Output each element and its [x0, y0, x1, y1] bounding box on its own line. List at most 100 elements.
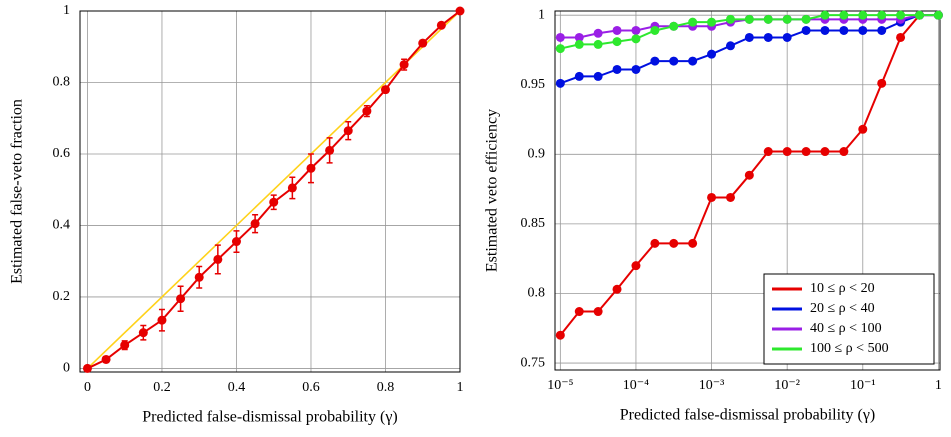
data-point — [555, 32, 565, 42]
data-point — [839, 25, 849, 35]
x-tick-label: 10⁻³ — [699, 378, 725, 393]
data-point — [914, 10, 924, 20]
x-tick-label: 1 — [457, 380, 464, 395]
data-point — [688, 238, 698, 248]
data-point — [555, 330, 565, 340]
data-point — [574, 39, 584, 49]
y-tick-label: 1 — [538, 7, 545, 22]
data-point — [858, 10, 868, 20]
data-point — [631, 64, 641, 74]
data-point — [763, 147, 773, 157]
x-tick-label: 0 — [84, 380, 91, 395]
data-point — [574, 71, 584, 81]
data-point — [631, 261, 641, 271]
data-point — [688, 56, 698, 66]
data-point — [194, 272, 204, 282]
data-point — [820, 10, 830, 20]
data-point — [612, 37, 622, 47]
y-tick-label: 0 — [63, 361, 70, 376]
data-point — [744, 32, 754, 42]
chart: 10⁻⁵ 10⁻⁴ 10⁻³ 10⁻² 10⁻¹ 1 0.75 0.8 0.85 0.9 0.95 1… — [484, 7, 943, 424]
data-point — [820, 147, 830, 157]
y-tick-label: 0.95 — [521, 77, 546, 92]
data-point — [101, 354, 111, 364]
data-point — [707, 49, 717, 59]
data-point — [213, 254, 223, 264]
x-tick-label: 0.6 — [302, 380, 320, 395]
data-point — [877, 78, 887, 88]
y-tick-label: 0.2 — [53, 289, 71, 304]
data-point — [325, 145, 335, 155]
data-point — [399, 60, 409, 70]
data-point — [725, 41, 735, 51]
plot-frame — [554, 10, 941, 371]
data-point — [801, 147, 811, 157]
data-point — [839, 10, 849, 20]
x-tick-label: 1 — [935, 378, 942, 393]
data-point — [669, 238, 679, 248]
x-tick-label: 0.4 — [228, 380, 246, 395]
data-point — [555, 44, 565, 54]
data-point — [455, 6, 465, 16]
data-point — [839, 147, 849, 157]
data-point — [763, 32, 773, 42]
data-point — [725, 192, 735, 202]
data-point — [744, 14, 754, 24]
y-tick-label: 1 — [63, 3, 70, 18]
x-tick-label: 10⁻² — [774, 378, 800, 393]
data-point — [231, 237, 241, 247]
y-tick-label: 0.75 — [521, 355, 546, 370]
data-point — [650, 25, 660, 35]
data-point — [877, 25, 887, 35]
y-tick-label: 0.8 — [53, 75, 71, 90]
data-point — [631, 34, 641, 44]
x-tick-label: 0.2 — [153, 380, 171, 395]
data-point — [669, 21, 679, 31]
x-tick-label: 0.8 — [377, 380, 395, 395]
data-point — [343, 126, 353, 136]
data-point — [418, 38, 428, 48]
data-point — [250, 219, 260, 229]
data-point — [593, 28, 603, 38]
reference-line — [86, 10, 461, 370]
legend-label: 40 ≤ ρ < 100 — [810, 321, 882, 336]
y-tick-label: 0.6 — [53, 146, 71, 161]
legend-label: 100 ≤ ρ < 500 — [810, 341, 889, 356]
data-point — [612, 64, 622, 74]
x-axis-label: Predicted false-dismissal probability (γ… — [620, 407, 875, 424]
data-point — [669, 56, 679, 66]
data-point — [612, 284, 622, 294]
data-point — [877, 10, 887, 20]
data-point — [933, 10, 943, 20]
data-point — [593, 71, 603, 81]
x-axis-label: Predicted false-dismissal probability (γ… — [142, 409, 397, 426]
chart: 0 0.2 0.4 0.6 0.8 1 0 0.2 0.4 0.6 0.8 1 Predicted fa… — [9, 3, 465, 426]
data-point — [688, 17, 698, 27]
data-point — [631, 25, 641, 35]
y-tick-label: 0.8 — [528, 286, 546, 301]
data-point — [269, 197, 279, 207]
data-point — [612, 25, 622, 35]
x-tick-label: 10⁻¹ — [850, 378, 876, 393]
data-point — [650, 56, 660, 66]
data-point — [574, 32, 584, 42]
data-point — [176, 294, 186, 304]
data-point — [744, 170, 754, 180]
x-tick-label: 10⁻⁵ — [547, 378, 573, 393]
y-tick-label: 0.4 — [53, 218, 71, 233]
data-point — [782, 14, 792, 24]
data-point — [858, 124, 868, 134]
data-point — [306, 163, 316, 173]
legend-label: 20 ≤ ρ < 40 — [810, 301, 875, 316]
data-point — [896, 32, 906, 42]
data-point — [801, 14, 811, 24]
data-point — [120, 340, 130, 350]
data-point — [593, 307, 603, 317]
data-point — [650, 238, 660, 248]
y-axis-label: Estimated veto efficiency — [484, 109, 501, 272]
data-point — [138, 328, 148, 338]
y-tick-label: 0.9 — [528, 147, 546, 162]
data-point — [707, 192, 717, 202]
data-point — [362, 106, 372, 116]
